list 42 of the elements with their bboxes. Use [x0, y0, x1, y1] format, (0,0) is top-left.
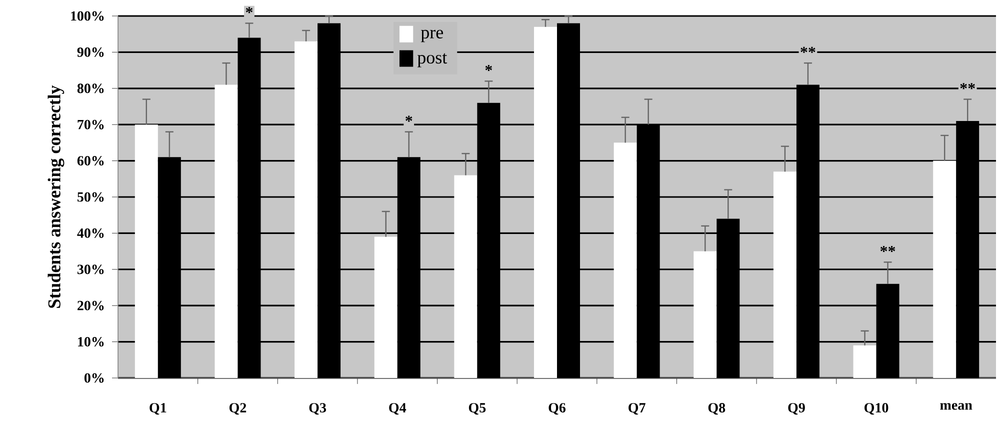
y-tick-label: 0% [84, 373, 104, 383]
x-tick-label: Q3 [309, 403, 326, 415]
annotation: ** [800, 46, 816, 53]
x-tick-label: Q9 [788, 403, 805, 415]
y-tick-label: 30% [77, 264, 104, 274]
y-tick-label: 60% [77, 156, 104, 166]
y-tick-label: 90% [77, 47, 104, 57]
y-tick-label: 20% [78, 300, 104, 310]
legend-label: post [417, 53, 448, 68]
annotation: ** [880, 246, 896, 252]
y-tick-label: 100% [71, 11, 104, 21]
annotation: ** [960, 83, 975, 90]
y-axis-title: Students answering correctly [48, 85, 64, 308]
y-tick-label: 40% [77, 228, 104, 238]
bar [374, 236, 398, 378]
y-tick-label: 80% [77, 84, 104, 94]
bar [773, 172, 796, 378]
bar [214, 84, 238, 378]
bar [694, 251, 717, 378]
x-tick-label: Q4 [389, 403, 406, 415]
legend-label: pre [420, 30, 444, 42]
y-tick-label: 50% [78, 192, 104, 202]
bar [614, 142, 637, 378]
bar [853, 345, 876, 378]
x-tick-label: Q5 [468, 403, 486, 415]
y-tick-label: 70% [78, 120, 104, 130]
x-tick-label: Q10 [864, 403, 888, 415]
bar [134, 124, 158, 378]
x-tick-label: Q1 [150, 403, 166, 415]
x-tick-label: Q2 [229, 403, 246, 415]
bar [454, 175, 478, 378]
bar [933, 160, 956, 378]
annotation: * [485, 65, 492, 72]
y-tick-label: 10% [78, 337, 104, 347]
bar [294, 41, 318, 378]
x-tick-label: mean [940, 403, 972, 410]
annotation: * [246, 7, 253, 14]
x-tick-label: Q8 [708, 403, 726, 415]
bar [534, 26, 558, 378]
x-tick-label: Q6 [548, 403, 566, 415]
x-tick-label: Q7 [628, 403, 646, 415]
annotation: * [406, 116, 412, 122]
